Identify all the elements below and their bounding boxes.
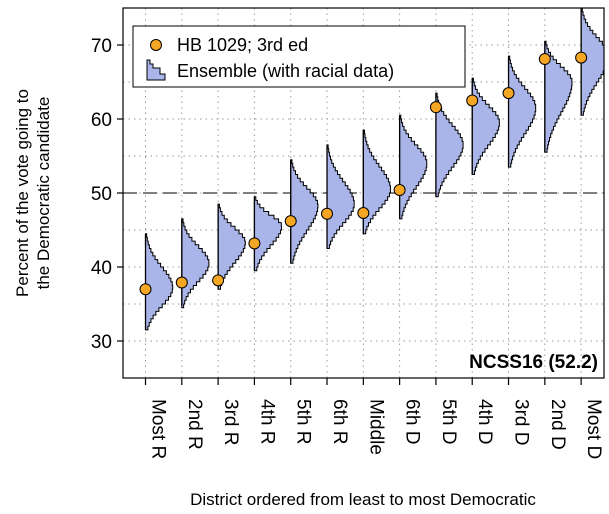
x-tick-label: 6th R (329, 399, 350, 444)
y-tick-label: 50 (91, 184, 112, 205)
y-tick-label: 60 (91, 110, 112, 131)
legend-ensemble-label: Ensemble (with racial data) (177, 61, 394, 81)
x-tick-label: 3rd D (511, 399, 532, 445)
x-tick-label: 2nd D (547, 399, 568, 450)
ensemble-histograms (144, 8, 604, 331)
plan-point (284, 215, 297, 228)
plan-point (175, 276, 188, 289)
plan-point (466, 94, 479, 107)
ensemble-histogram (544, 40, 573, 153)
ensemble-histogram (362, 129, 391, 235)
ensemble-histogram (508, 55, 537, 168)
ensemble-histogram (399, 114, 428, 220)
plan-point (321, 207, 334, 220)
legend-box (132, 25, 466, 88)
x-tick-label: 4th R (256, 399, 277, 444)
legend-plan-label: HB 1029; 3rd ed (177, 35, 308, 55)
x-tick-label: 4th D (474, 399, 495, 444)
plan-point (393, 184, 406, 197)
y-tick-label: 40 (91, 258, 112, 279)
plan-points (139, 51, 588, 296)
x-tick-label: 5th R (293, 399, 314, 444)
x-tick-label: Most D (583, 399, 604, 459)
ensemble-histogram (181, 218, 210, 309)
x-tick-label: 6th D (402, 399, 423, 444)
legend: HB 1029; 3rd ed Ensemble (with racial da… (132, 25, 466, 88)
plan-point (575, 51, 588, 64)
x-tick-label: 2nd R (184, 399, 205, 450)
y-axis-title-line2: the Democratic candidate (34, 97, 53, 290)
plan-point (248, 237, 261, 250)
y-tick-label: 70 (91, 36, 112, 57)
x-tick-label: 5th D (438, 399, 459, 444)
plan-point (538, 53, 551, 66)
plan-point (502, 87, 515, 100)
plan-point (357, 206, 370, 219)
legend-ensemble-swatch (146, 59, 166, 81)
x-axis: Most R 2nd R 3rd R 4th R 5th R 6th R Middle 6th… (144, 378, 604, 459)
x-tick-label: 3rd R (220, 399, 241, 445)
y-axis-title-line1: Percent of the vote going to (13, 89, 32, 297)
plan-point (429, 101, 442, 114)
ensemble-histogram (290, 159, 319, 264)
plan-point (212, 274, 225, 287)
x-tick-label: Most R (148, 399, 169, 459)
ensemble-histogram (253, 196, 283, 272)
ensemble-histogram (471, 77, 500, 175)
chart-annotation: NCSS16 (52.2) (469, 352, 598, 373)
x-axis-title: District ordered from least to most Demo… (190, 490, 536, 509)
y-axis: 30 40 50 60 70 (91, 36, 123, 353)
x-tick-label: Middle (365, 399, 386, 455)
plan-point (139, 283, 152, 296)
ensemble-histogram (326, 144, 355, 249)
legend-plan-marker (150, 39, 162, 51)
y-tick-label: 30 (91, 332, 112, 353)
ensemble-histogram (145, 233, 174, 331)
ensemble-histogram (580, 8, 604, 116)
ensemble-histogram (217, 203, 246, 290)
